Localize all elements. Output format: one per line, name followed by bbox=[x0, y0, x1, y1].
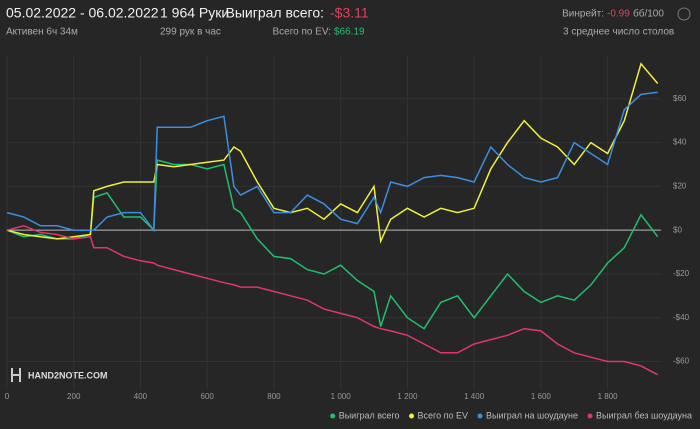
won-label: Выиграл всего: bbox=[226, 5, 325, 21]
hands-per-hour: 299 рук в час bbox=[160, 27, 221, 38]
y-tick-label: -$20 bbox=[673, 269, 690, 278]
ev-label: Всего по EV: bbox=[272, 27, 331, 38]
logo: HAND2NOTE.COM bbox=[28, 370, 108, 380]
x-tick-label: 800 bbox=[267, 392, 281, 401]
x-tick-label: 600 bbox=[201, 392, 215, 401]
tables: 3 среднее число столов bbox=[563, 27, 674, 38]
y-tick-label: -$40 bbox=[673, 313, 690, 322]
x-tick-label: 1 400 bbox=[464, 392, 485, 401]
logo-icon bbox=[11, 368, 21, 382]
winrate-value: -0.99 bbox=[607, 9, 630, 20]
x-tick-label: 400 bbox=[134, 392, 148, 401]
series-line bbox=[6, 62, 659, 244]
series-line bbox=[6, 159, 659, 330]
winrate-unit: бб/100 bbox=[633, 8, 664, 20]
legend-swatch bbox=[477, 413, 483, 419]
ev-value: $66.19 bbox=[334, 27, 365, 38]
y-tick-label: $0 bbox=[673, 225, 682, 234]
x-tick-label: 1 200 bbox=[397, 392, 418, 401]
legend-label: Всего по EV bbox=[418, 410, 468, 420]
x-tick-label: 0 bbox=[5, 392, 10, 401]
y-tick-label: $20 bbox=[673, 181, 687, 190]
dates: 05.02.2022 - 06.02.2022 bbox=[6, 5, 159, 21]
x-tick-label: 200 bbox=[67, 392, 81, 401]
legend-swatch bbox=[409, 413, 415, 419]
y-tick-label: $40 bbox=[673, 138, 687, 147]
settings-icon[interactable] bbox=[677, 7, 691, 21]
x-tick-label: 1 800 bbox=[598, 392, 619, 401]
legend-label: Выиграл всего bbox=[339, 410, 400, 420]
won-value: -$3.11 bbox=[330, 5, 369, 21]
series-line bbox=[6, 91, 658, 233]
winrate-label: Винрейт: bbox=[562, 9, 604, 20]
active: Активен 6ч 34м bbox=[6, 27, 78, 38]
x-tick-label: 1 600 bbox=[531, 392, 552, 401]
legend-label: Выиграл без шоудауна bbox=[596, 410, 692, 420]
series-line bbox=[6, 225, 659, 376]
legend-swatch bbox=[587, 413, 593, 419]
y-tick-label: $60 bbox=[673, 94, 687, 103]
legend-swatch bbox=[330, 413, 336, 419]
legend-label: Выиграл на шоудауне bbox=[486, 410, 578, 420]
hands: 1 964 Руки bbox=[160, 5, 229, 21]
y-tick-label: -$60 bbox=[673, 357, 690, 366]
x-tick-label: 1 000 bbox=[331, 392, 352, 401]
